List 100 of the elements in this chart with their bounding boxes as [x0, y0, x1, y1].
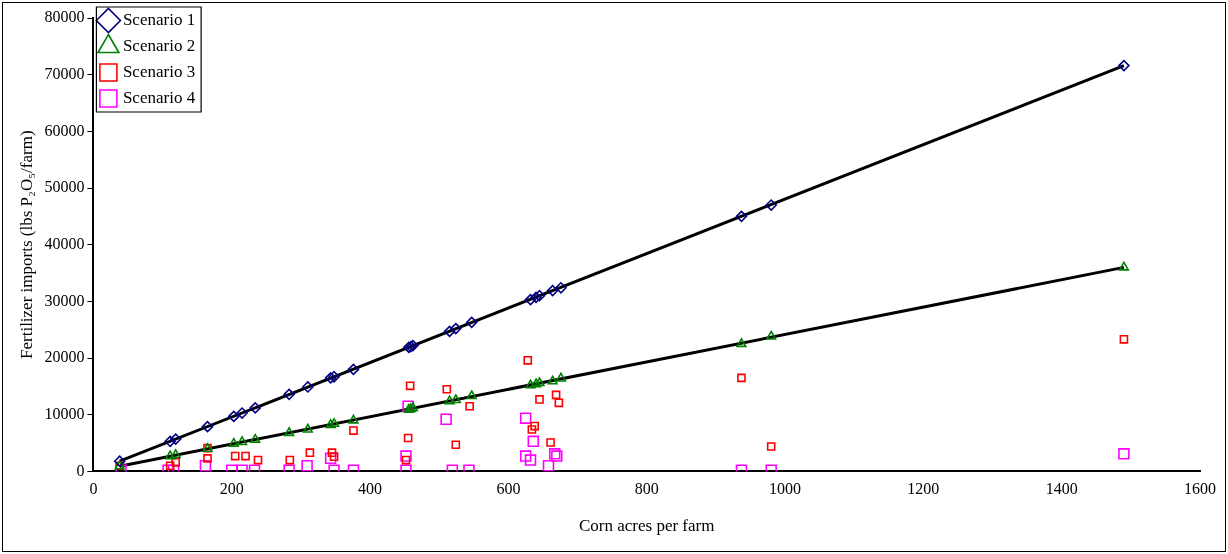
- point: [228, 437, 239, 447]
- point: [1119, 335, 1129, 344]
- point: [525, 379, 536, 389]
- point: [164, 435, 176, 448]
- y-axis-title: Fertilizer imports (lbs P₂O₅/farm): [16, 130, 36, 359]
- point: [444, 395, 455, 405]
- legend-label: Scenario 1: [122, 9, 196, 29]
- x-tick-label: 1200: [907, 480, 940, 498]
- point: [401, 455, 411, 465]
- point: [302, 423, 313, 433]
- point: [735, 210, 748, 223]
- point: [253, 455, 263, 465]
- point: [1118, 59, 1130, 72]
- x-tick-label: 400: [358, 480, 383, 498]
- point: [530, 378, 542, 388]
- x-tick-label: 1000: [769, 480, 802, 498]
- point: [165, 450, 176, 460]
- point: [527, 425, 537, 434]
- point: [440, 413, 452, 426]
- point: [201, 420, 214, 433]
- point: [236, 436, 248, 446]
- point: [236, 407, 248, 419]
- legend-label: Scenario 2: [122, 35, 196, 55]
- y-tick-label: 0: [76, 461, 85, 479]
- point: [171, 458, 181, 467]
- point: [199, 459, 212, 472]
- y-tick-label: 70000: [44, 64, 85, 82]
- point: [302, 381, 314, 393]
- point: [547, 375, 558, 385]
- point: [533, 289, 546, 302]
- point: [534, 377, 545, 387]
- point: [737, 373, 746, 383]
- point: [301, 459, 313, 472]
- point: [450, 394, 461, 404]
- point: [542, 459, 555, 472]
- point: [1118, 261, 1130, 271]
- point: [546, 438, 555, 447]
- point: [403, 433, 413, 443]
- point: [349, 426, 358, 435]
- y-tick-label: 20000: [44, 348, 85, 366]
- x-tick-label: 1600: [1184, 480, 1216, 498]
- point: [347, 363, 360, 376]
- x-tick-label: 800: [634, 480, 659, 498]
- point: [327, 448, 337, 458]
- x-axis-title: Corn acres per farm: [578, 516, 715, 536]
- point: [551, 390, 561, 400]
- y-tick-label: 30000: [44, 291, 85, 309]
- point: [555, 281, 567, 294]
- point: [442, 384, 452, 394]
- point: [450, 322, 462, 335]
- point: [203, 454, 212, 463]
- point: [250, 433, 261, 443]
- point: [249, 402, 262, 414]
- y-tick-label: 50000: [44, 178, 85, 196]
- point: [519, 450, 532, 462]
- point: [535, 395, 544, 404]
- point: [230, 451, 240, 461]
- y-tick-label: 10000: [44, 404, 85, 422]
- point: [465, 316, 478, 329]
- point: [451, 440, 461, 450]
- x-tick-label: 600: [496, 480, 521, 498]
- x-tick-label: 1400: [1045, 480, 1078, 498]
- point: [348, 414, 359, 424]
- point: [443, 325, 456, 338]
- point: [530, 291, 542, 304]
- point: [405, 381, 415, 391]
- point: [524, 454, 537, 466]
- legend-label: Scenario 4: [122, 87, 196, 107]
- point: [766, 330, 777, 340]
- point: [546, 284, 559, 297]
- point: [519, 412, 532, 424]
- point: [285, 455, 295, 465]
- point: [400, 450, 412, 462]
- point: [325, 419, 336, 429]
- point: [113, 455, 126, 467]
- y-tick-label: 80000: [44, 8, 85, 26]
- point: [530, 421, 539, 431]
- point: [465, 401, 474, 411]
- point: [328, 370, 340, 383]
- point: [766, 442, 776, 451]
- point: [329, 452, 339, 461]
- point: [169, 433, 182, 445]
- point: [523, 355, 533, 365]
- y-tick-label: 60000: [44, 121, 85, 139]
- point: [324, 372, 337, 384]
- x-tick-label: 200: [219, 480, 244, 498]
- legend-label: Scenario 3: [122, 61, 196, 81]
- point: [555, 372, 567, 382]
- y-tick-label: 40000: [44, 234, 85, 252]
- point: [283, 388, 295, 401]
- point: [305, 448, 315, 458]
- point: [466, 390, 477, 400]
- point: [524, 293, 537, 306]
- point: [765, 199, 777, 211]
- x-tick-label: 0: [89, 480, 98, 498]
- point: [527, 435, 540, 448]
- point: [554, 398, 564, 408]
- point: [241, 451, 250, 461]
- point: [736, 338, 747, 348]
- point: [328, 417, 340, 428]
